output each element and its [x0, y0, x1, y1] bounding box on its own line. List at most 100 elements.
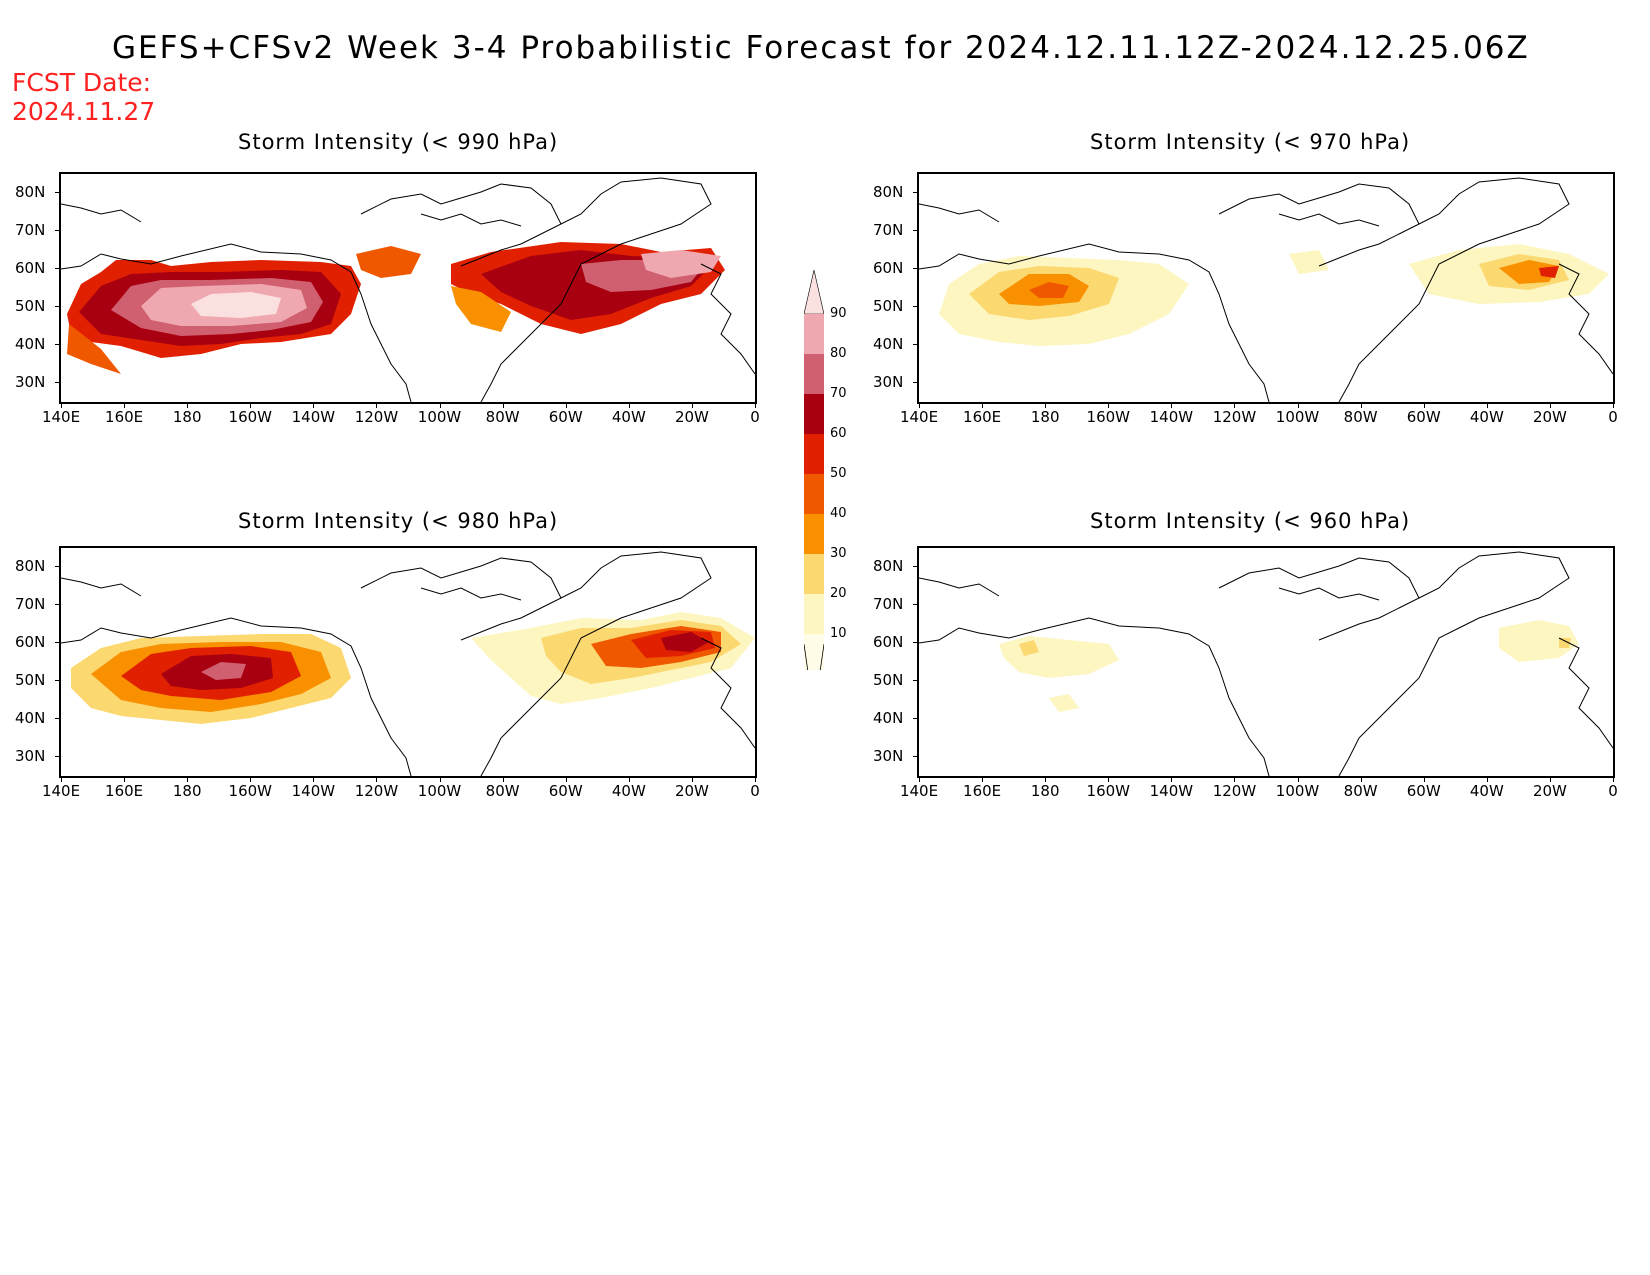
- lon-tick-mark: [919, 776, 920, 782]
- lon-tick-mark: [313, 402, 315, 408]
- lon-tick-label: 40W: [611, 782, 646, 800]
- lon-tick-label: 120W: [354, 408, 399, 426]
- colorbar-segment: [804, 634, 824, 674]
- coastlines: [919, 177, 1613, 402]
- colorbar: [803, 269, 825, 715]
- lat-tick-label: 70N: [15, 595, 46, 613]
- map-panel-990: [59, 172, 757, 404]
- lat-tick-mark: [55, 230, 61, 231]
- lon-tick-label: 100W: [1275, 782, 1320, 800]
- lat-tick-label: 40N: [15, 335, 46, 353]
- lat-tick-mark: [55, 382, 61, 383]
- lon-tick-mark: [61, 776, 62, 782]
- lat-tick-mark: [913, 268, 919, 269]
- lon-tick-mark: [61, 402, 62, 408]
- lon-tick-label: 160E: [963, 782, 1002, 800]
- lat-tick-label: 30N: [873, 747, 904, 765]
- lat-tick-label: 50N: [873, 297, 904, 315]
- lon-tick-label: 60W: [548, 408, 583, 426]
- lon-tick-label: 80W: [485, 782, 520, 800]
- coastlines: [61, 551, 755, 776]
- lon-tick-label: 140W: [291, 782, 336, 800]
- lon-tick-mark: [1297, 402, 1299, 408]
- colorbar-level-label: 10: [830, 626, 847, 641]
- colorbar-segment: [804, 434, 824, 474]
- lon-tick-mark: [439, 402, 441, 408]
- colorbar-segment: [804, 594, 824, 634]
- lat-tick-label: 40N: [873, 335, 904, 353]
- lat-tick-mark: [55, 756, 61, 757]
- colorbar-level-label: 70: [830, 386, 847, 401]
- lat-tick-label: 30N: [15, 747, 46, 765]
- lat-tick-label: 30N: [15, 373, 46, 391]
- lat-tick-mark: [913, 604, 919, 605]
- colorbar-level-label: 50: [830, 466, 847, 481]
- lon-tick-mark: [439, 776, 441, 782]
- colorbar-segment: [804, 554, 824, 594]
- lon-tick-label: 40W: [1469, 408, 1504, 426]
- lon-tick-mark: [1297, 776, 1299, 782]
- lon-tick-label: 140W: [1149, 408, 1194, 426]
- coastlines: [919, 551, 1613, 776]
- lon-tick-mark: [1613, 402, 1614, 408]
- lon-tick-label: 60W: [1406, 408, 1441, 426]
- colorbar-segment: [804, 394, 824, 434]
- lon-tick-mark: [1234, 776, 1236, 782]
- lon-tick-mark: [919, 402, 920, 408]
- lon-tick-mark: [628, 402, 630, 408]
- lon-tick-label: 160W: [1086, 782, 1130, 800]
- lat-tick-label: 80N: [873, 183, 904, 201]
- probability-field: [939, 244, 1609, 346]
- lon-tick-mark: [313, 776, 315, 782]
- lon-tick-mark: [1549, 776, 1551, 782]
- lon-tick-mark: [1360, 402, 1362, 408]
- lon-tick-mark: [1108, 776, 1110, 782]
- lon-tick-mark: [1045, 776, 1047, 782]
- lon-tick-label: 0: [1608, 782, 1618, 800]
- lon-tick-label: 100W: [417, 408, 462, 426]
- lon-tick-label: 120W: [354, 782, 399, 800]
- lon-tick-mark: [1613, 776, 1614, 782]
- colorbar-segment: [804, 474, 824, 514]
- lat-tick-mark: [913, 718, 919, 719]
- lat-tick-label: 30N: [873, 373, 904, 391]
- lon-tick-mark: [1423, 402, 1425, 408]
- lon-tick-mark: [1486, 776, 1488, 782]
- lon-tick-mark: [502, 776, 504, 782]
- lon-tick-mark: [502, 402, 504, 408]
- lat-tick-mark: [55, 268, 61, 269]
- lon-tick-mark: [250, 402, 252, 408]
- lat-tick-mark: [55, 604, 61, 605]
- lon-tick-mark: [1171, 776, 1173, 782]
- lat-tick-label: 80N: [873, 557, 904, 575]
- lat-tick-mark: [913, 566, 919, 567]
- lon-tick-mark: [755, 402, 756, 408]
- lat-tick-mark: [913, 680, 919, 681]
- lat-tick-mark: [55, 344, 61, 345]
- panel-title-960: Storm Intensity (< 960 hPa): [1090, 509, 1411, 533]
- panel-title-970: Storm Intensity (< 970 hPa): [1090, 130, 1411, 154]
- lon-tick-label: 20W: [1532, 782, 1567, 800]
- colorbar-level-label: 80: [830, 346, 847, 361]
- lon-tick-mark: [1045, 402, 1047, 408]
- lon-tick-mark: [565, 402, 567, 408]
- lon-tick-label: 180: [172, 408, 202, 426]
- colorbar-segment: [804, 314, 824, 354]
- lat-tick-mark: [55, 718, 61, 719]
- forecast-date-label: FCST Date:: [12, 68, 152, 97]
- lon-tick-mark: [250, 776, 252, 782]
- probability-field: [999, 620, 1579, 712]
- lat-tick-label: 70N: [873, 221, 904, 239]
- lon-tick-label: 160W: [1086, 408, 1130, 426]
- lon-tick-label: 20W: [674, 782, 709, 800]
- lon-tick-mark: [124, 776, 126, 782]
- lon-tick-label: 0: [750, 782, 760, 800]
- lon-tick-label: 0: [1608, 408, 1618, 426]
- colorbar-segment: [804, 514, 824, 554]
- lon-tick-label: 120W: [1212, 408, 1257, 426]
- colorbar-level-label: 60: [830, 426, 847, 441]
- map-panel-970: [917, 172, 1615, 404]
- panel-title-980: Storm Intensity (< 980 hPa): [238, 509, 559, 533]
- lon-tick-label: 60W: [1406, 782, 1441, 800]
- lat-tick-mark: [55, 680, 61, 681]
